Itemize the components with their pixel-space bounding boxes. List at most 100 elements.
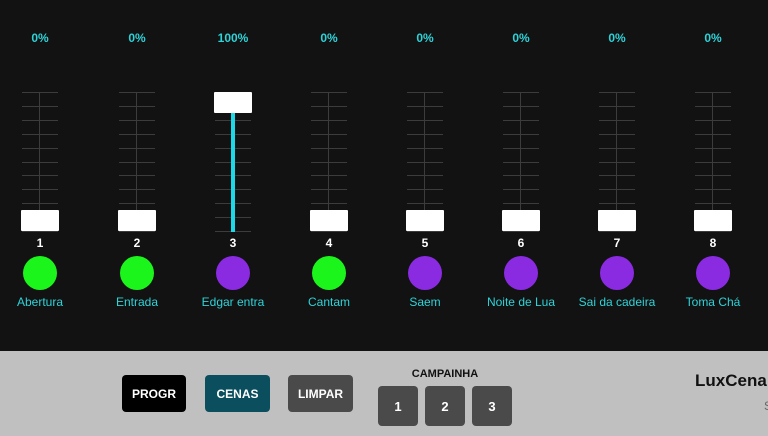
campainha-button-2[interactable]: 2 (425, 386, 465, 426)
fader-slider[interactable] (214, 92, 252, 232)
fader-tick (695, 189, 731, 191)
fader-tick (22, 133, 58, 135)
fader-tick (503, 161, 539, 163)
fader-slider[interactable] (406, 92, 444, 232)
scene-name: Entrada (115, 295, 159, 309)
fader-tick (407, 175, 443, 177)
fader-tick (599, 203, 635, 205)
fader-tick (503, 189, 539, 191)
fader-handle[interactable] (118, 210, 156, 231)
fader-tick (311, 161, 347, 163)
fader-tick (407, 147, 443, 149)
fader-tick (695, 105, 731, 107)
fader-tick (311, 92, 347, 93)
fader-tick (503, 133, 539, 135)
fader-tick (407, 231, 443, 232)
fader-tick (311, 119, 347, 121)
fader-tick (407, 133, 443, 135)
fader-tick (503, 147, 539, 149)
campainha-button-1[interactable]: 1 (378, 386, 418, 426)
fader-tick (407, 189, 443, 191)
fader-tick (119, 231, 155, 232)
fader-tick (503, 119, 539, 121)
fader-tick (119, 92, 155, 93)
channel-percent: 0% (416, 31, 434, 45)
fader-tick (695, 133, 731, 135)
channel-5: 0% 5 Saem (377, 0, 473, 350)
fader-tick (22, 92, 58, 93)
channel-percent: 0% (608, 31, 626, 45)
scene-status-dot[interactable] (120, 256, 154, 290)
fader-handle[interactable] (694, 210, 732, 231)
fader-tick (119, 175, 155, 177)
scene-name: Noite de Lua (486, 295, 556, 309)
scene-status-dot[interactable] (696, 256, 730, 290)
fader-tick (407, 119, 443, 121)
fader-slider[interactable] (310, 92, 348, 232)
scene-status-dot[interactable] (600, 256, 634, 290)
channel-6: 0% 6 Noite de Lua (473, 0, 569, 350)
fader-tick (599, 231, 635, 232)
channel-percent: 0% (320, 31, 338, 45)
campainha-label: CAMPAINHA (411, 368, 479, 380)
fader-tick (311, 133, 347, 135)
channel-number: 6 (517, 236, 525, 250)
fader-tick (22, 119, 58, 121)
fader-handle[interactable] (502, 210, 540, 231)
scene-name: Edgar entra (201, 295, 265, 309)
channel-percent: 0% (512, 31, 530, 45)
scene-name: Abertura (16, 295, 64, 309)
fader-tick (119, 119, 155, 121)
fader-tick (503, 175, 539, 177)
fader-tick (22, 147, 58, 149)
channel-percent: 100% (217, 31, 249, 45)
fader-tick (695, 203, 731, 205)
fader-tick (311, 105, 347, 107)
fader-tick (311, 189, 347, 191)
fader-tick (119, 161, 155, 163)
scene-status-dot[interactable] (216, 256, 250, 290)
scene-status-dot[interactable] (23, 256, 57, 290)
fader-slider[interactable] (598, 92, 636, 232)
fader-handle[interactable] (214, 92, 252, 113)
scene-name: Toma Chá (685, 295, 741, 309)
progr-button[interactable]: PROGR (122, 375, 186, 412)
fader-tick (695, 231, 731, 232)
fader-tick (407, 92, 443, 93)
channel-number: 4 (325, 236, 333, 250)
fader-tick (407, 105, 443, 107)
fader-tick (311, 231, 347, 232)
fader-tick (503, 105, 539, 107)
fader-handle[interactable] (310, 210, 348, 231)
app-title: LuxCena (695, 371, 767, 390)
scene-status-dot[interactable] (504, 256, 538, 290)
channel-7: 0% 7 Sai da cadeira (569, 0, 665, 350)
fader-slider[interactable] (21, 92, 59, 232)
fader-tick (311, 175, 347, 177)
fader-slider[interactable] (694, 92, 732, 232)
channel-3: 100% 3 Edgar entra (185, 0, 281, 350)
fader-fill (231, 113, 235, 232)
fader-slider[interactable] (502, 92, 540, 232)
fader-tick (503, 203, 539, 205)
scene-status-dot[interactable] (312, 256, 346, 290)
fader-slider[interactable] (118, 92, 156, 232)
fader-tick (503, 231, 539, 232)
fader-tick (22, 161, 58, 163)
cenas-button[interactable]: CENAS (205, 375, 270, 412)
fader-handle[interactable] (598, 210, 636, 231)
channel-2: 0% 2 Entrada (89, 0, 185, 350)
scene-name: Sai da cadeira (578, 295, 656, 309)
fader-tick (695, 161, 731, 163)
scene-status-dot[interactable] (408, 256, 442, 290)
app-subtitle: S (764, 399, 768, 413)
fader-handle[interactable] (21, 210, 59, 231)
fader-tick (695, 175, 731, 177)
limpar-button[interactable]: LIMPAR (288, 375, 353, 412)
channel-4: 0% 4 Cantam (281, 0, 377, 350)
campainha-button-3[interactable]: 3 (472, 386, 512, 426)
fader-tick (22, 175, 58, 177)
fader-handle[interactable] (406, 210, 444, 231)
scene-name: Cantam (307, 295, 351, 309)
fader-tick (599, 189, 635, 191)
